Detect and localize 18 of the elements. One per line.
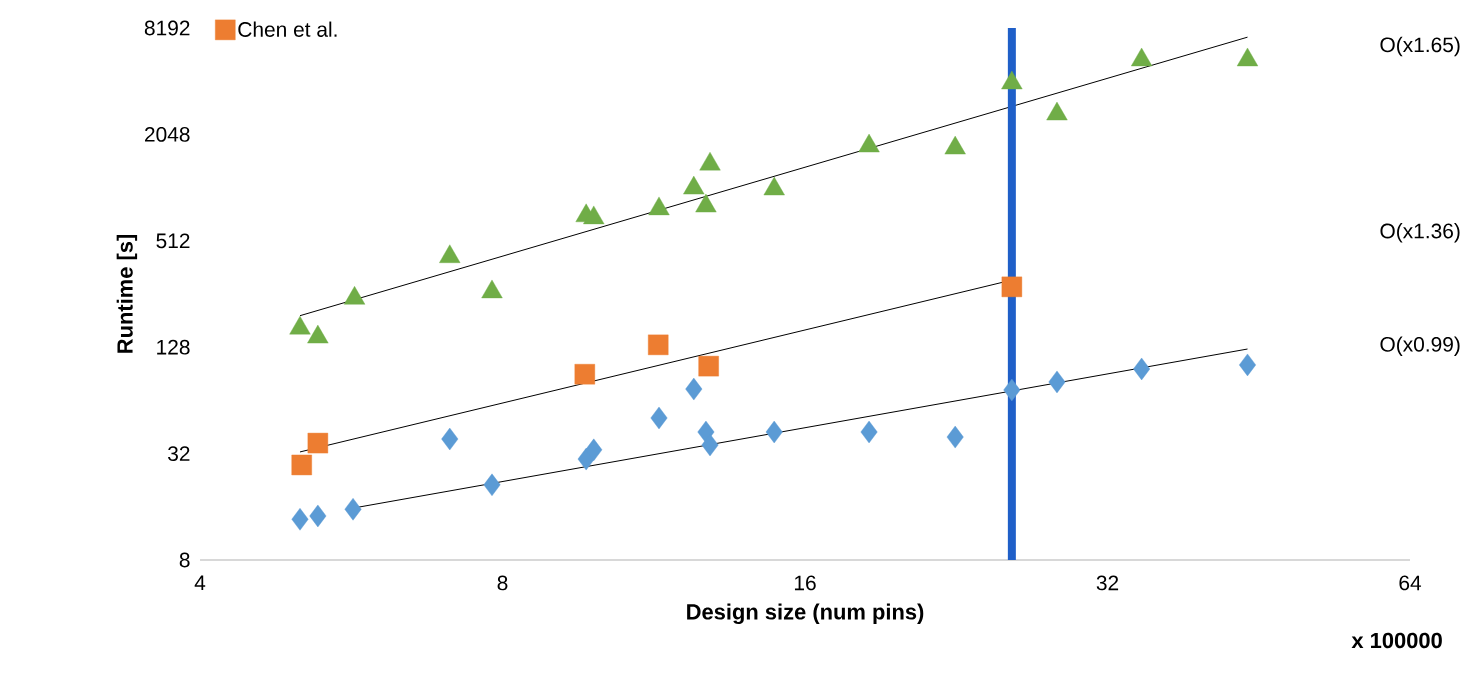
- x-axis-title: Design size (num pins): [687, 603, 924, 625]
- annotation: O(x1.65): [1380, 36, 1460, 57]
- x-tick-label: 16: [794, 575, 816, 591]
- y-tick-label: 8: [179, 552, 190, 568]
- x-tick-label: 64: [1399, 575, 1422, 591]
- x-tick-label: 4: [194, 575, 206, 590]
- x-tick-label: 32: [1096, 575, 1119, 591]
- y-axis-title: Runtime [s]: [116, 234, 138, 353]
- x-tick-label: 8: [497, 575, 508, 591]
- y-tick-label: 2048: [144, 126, 190, 142]
- y-tick-label: 32: [168, 446, 190, 462]
- annotation: O(x0.99): [1380, 336, 1460, 356]
- annotation: O(x1.36): [1380, 223, 1460, 243]
- y-tick-label: 512: [156, 233, 190, 249]
- y-tick-label: 8192: [144, 20, 190, 36]
- text: x 100000: [1351, 632, 1442, 649]
- legend-label: Chen et al.: [238, 21, 337, 37]
- y-tick-label: 128: [157, 339, 190, 355]
